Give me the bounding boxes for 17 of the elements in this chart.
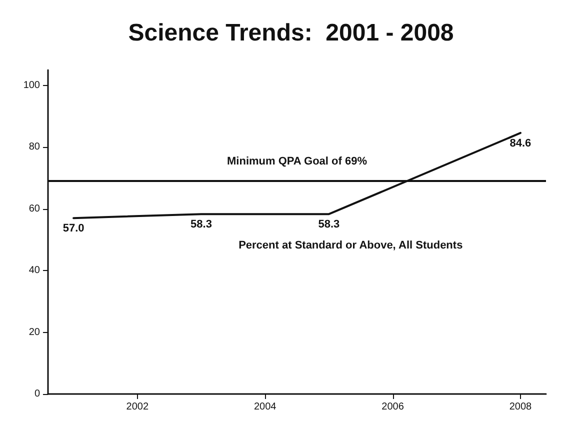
chart-title: Science Trends: 2001 - 2008 <box>128 20 454 46</box>
y-tick-label: 20 <box>28 326 40 338</box>
x-tick-label: 2002 <box>126 402 149 412</box>
x-tick-label: 2008 <box>509 402 532 412</box>
data-label: 58.3 <box>190 218 212 231</box>
ref-line-label: Minimum QPA Goal of 69% <box>227 156 368 168</box>
data-label: 84.6 <box>510 137 532 150</box>
data-label: 57.0 <box>62 222 84 235</box>
y-tick-label: 0 <box>34 388 40 400</box>
y-tick-label: 80 <box>28 142 40 153</box>
x-tick-label: 2006 <box>382 402 404 412</box>
y-tick-label: 60 <box>28 203 40 214</box>
y-tick-label: 100 <box>23 80 40 91</box>
x-tick-label: 2004 <box>254 402 277 412</box>
text: Percent at Standard or Above, All Students <box>238 240 463 252</box>
data-label: 58.3 <box>318 218 340 231</box>
y-tick-label: 40 <box>28 265 40 276</box>
